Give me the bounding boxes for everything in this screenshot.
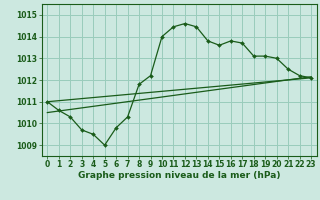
X-axis label: Graphe pression niveau de la mer (hPa): Graphe pression niveau de la mer (hPa) [78, 171, 280, 180]
